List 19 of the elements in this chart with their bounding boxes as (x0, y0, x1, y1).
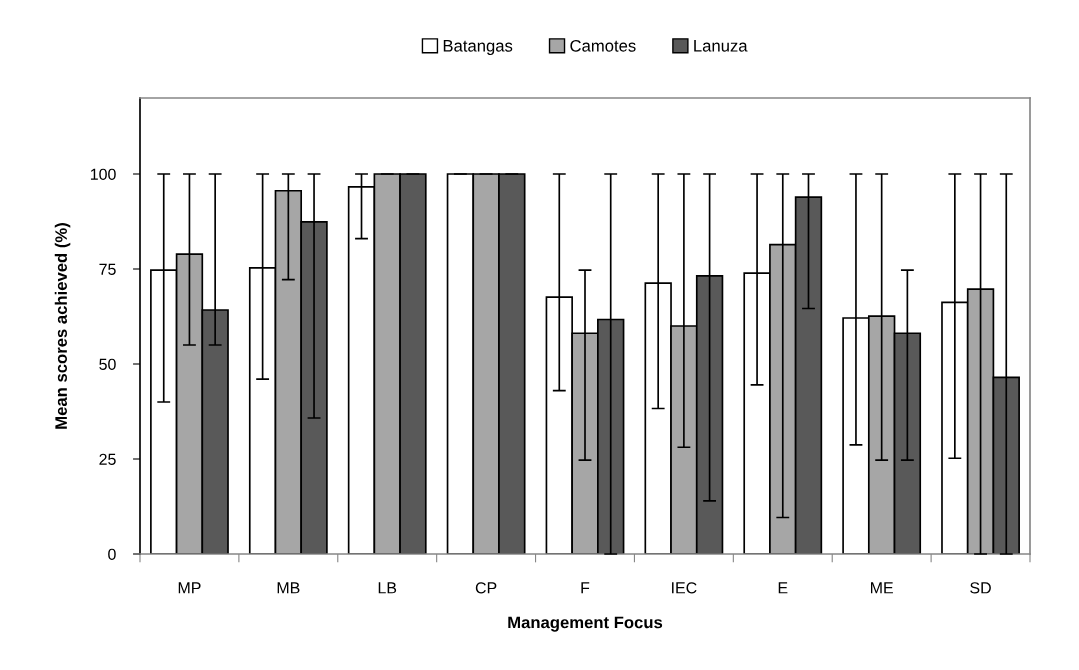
x-tick-label: MB (277, 582, 300, 594)
x-tick-label: IEC (672, 582, 697, 594)
x-tick-label: E (778, 582, 788, 594)
y-tick-label: 75 (99, 263, 116, 275)
legend-label: Lanuza (694, 40, 748, 52)
x-tick-label: ME (871, 582, 893, 594)
x-axis-title: Management Focus (508, 616, 663, 632)
x-tick-label: CP (475, 582, 497, 594)
x-tick-label: F (581, 582, 590, 594)
y-axis-title: Mean scores achieved (%) (54, 223, 71, 429)
legend-label: Batangas (443, 40, 513, 55)
y-tick-label: 0 (108, 548, 116, 560)
x-tick-label: SD (970, 582, 991, 594)
legend-label: Camotes (570, 39, 636, 52)
y-tick-label: 25 (99, 453, 116, 465)
y-tick-label: 100 (90, 168, 116, 180)
y-tick-label: 50 (99, 358, 116, 370)
x-tick-label: LB (378, 582, 397, 594)
x-tick-label: MP (178, 582, 201, 594)
